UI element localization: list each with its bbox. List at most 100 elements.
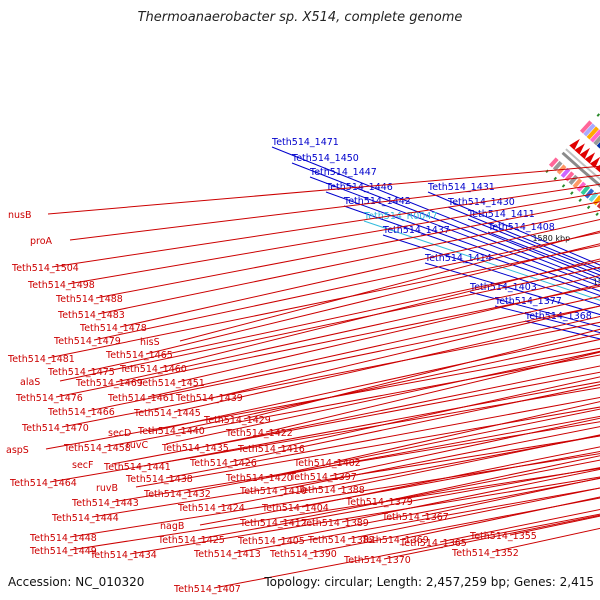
forward-leader-line — [467, 218, 600, 273]
gene-track-outer-segment — [584, 188, 595, 199]
reverse-leader-line — [69, 467, 600, 551]
reverse-gene-label: Teth514_1465 — [105, 350, 173, 361]
reverse-leader-line — [217, 435, 600, 508]
reverse-gene-label: Teth514_1476 — [15, 393, 83, 404]
tick-label: 1580 kbp — [532, 234, 570, 243]
forward-leader-line — [427, 191, 600, 266]
reverse-leader-line — [147, 333, 600, 433]
reverse-leader-line — [229, 384, 600, 463]
reverse-gene-label: Teth514_1382 — [307, 535, 375, 546]
reverse-gene-label: ruvC — [126, 440, 149, 451]
reverse-gene-label: Teth514_1425 — [157, 535, 225, 546]
reverse-leader-line — [103, 354, 600, 448]
gene-arrow — [574, 143, 585, 155]
reverse-leader-line — [197, 467, 600, 540]
reverse-gene-label: Teth514_1407 — [173, 584, 241, 595]
forward-gene-label: Teth514_1450 — [291, 153, 359, 164]
reverse-leader-line — [67, 192, 600, 285]
gene-arrow — [589, 156, 600, 169]
reverse-leader-line — [59, 266, 600, 382]
forward-leader-line — [343, 205, 600, 297]
reverse-leader-line — [145, 243, 600, 355]
reverse-leader-line — [45, 347, 600, 450]
reverse-gene-label: Teth514_1432 — [143, 489, 211, 500]
reverse-leader-line — [233, 487, 600, 554]
reverse-leader-line — [111, 371, 600, 465]
reverse-gene-label: Teth514_1479 — [53, 336, 121, 347]
reverse-leader-line — [69, 453, 600, 538]
reverse-leader-line — [135, 406, 600, 488]
reverse-leader-line — [173, 315, 600, 413]
reverse-gene-label: hisS — [140, 337, 160, 348]
reverse-leader-line — [215, 305, 600, 398]
reverse-leader-line — [61, 321, 600, 428]
reverse-gene-label: Teth514_1475 — [47, 367, 115, 378]
reverse-leader-line — [341, 468, 600, 523]
reverse-leader-line — [177, 283, 600, 383]
reverse-gene-label: Teth514_1367 — [381, 512, 449, 523]
reverse-gene-label: Teth514_1420 — [225, 473, 293, 484]
reverse-leader-line — [199, 450, 600, 526]
reverse-gene-label: Teth514_1449 — [29, 546, 97, 557]
reverse-leader-line — [97, 209, 600, 315]
gene-track-outer-segment — [572, 178, 583, 189]
forward-gene-label: Teth514_1431 — [427, 182, 495, 193]
reverse-gene-label: alaS — [20, 377, 40, 388]
reverse-leader-line — [309, 497, 600, 554]
gene-arrow — [579, 147, 591, 160]
reverse-leader-line — [87, 305, 600, 412]
reverse-leader-line — [301, 446, 600, 508]
reverse-leader-line — [401, 496, 600, 540]
reverse-leader-line — [213, 513, 600, 589]
forward-gene-label: Teth514_1368 — [524, 311, 592, 322]
forward-gene-label: Teth514_1414 — [424, 253, 492, 264]
gene-track-outer-segment — [580, 185, 591, 196]
reverse-gene-label: Teth514_1438 — [125, 474, 193, 485]
reverse-gene-label: Teth514_1504 — [11, 263, 79, 274]
reverse-leader-line — [119, 218, 600, 328]
gene-track-inner-segment — [593, 135, 600, 146]
reverse-gene-label: Teth514_1429 — [203, 415, 271, 426]
reverse-gene-label: Teth514_1405 — [237, 536, 305, 547]
gene-track-outer-segment — [596, 202, 600, 209]
reverse-leader-line — [165, 350, 600, 445]
reverse-gene-label: Teth514_1412 — [239, 518, 307, 529]
reverse-leader-line — [129, 476, 600, 555]
reverse-gene-label: nagB — [160, 521, 184, 532]
reverse-leader-line — [279, 426, 600, 491]
reverse-gene-label: Teth514_1355 — [469, 531, 537, 542]
genome-summary-text: Topology: circular; Length: 2,457,259 bp… — [264, 575, 594, 589]
reverse-leader-line — [165, 396, 600, 479]
forward-leader-line — [325, 191, 600, 292]
reverse-gene-label: Teth514_1498 — [27, 280, 95, 291]
reverse-leader-line — [95, 201, 600, 299]
reverse-gene-label: Teth514_1434 — [89, 550, 157, 561]
reverse-leader-line — [147, 295, 600, 398]
reverse-gene-label: Teth514_1390 — [269, 549, 337, 560]
gene-arrow — [584, 152, 596, 164]
forward-leader-line — [309, 176, 600, 287]
reverse-leader-line — [69, 174, 600, 241]
forward-gene-label: Teth514_1471 — [271, 137, 339, 148]
forward-leader-line — [469, 291, 600, 328]
reverse-gene-label: Teth514_1365 — [399, 538, 467, 549]
reverse-leader-line — [93, 232, 600, 341]
reverse-gene-label: Teth514_1478 — [79, 323, 147, 334]
reverse-leader-line — [439, 508, 600, 543]
reverse-leader-line — [115, 275, 600, 383]
reverse-gene-label: proA — [30, 236, 53, 247]
reverse-leader-line — [265, 351, 600, 433]
reverse-leader-line — [179, 230, 600, 342]
reverse-gene-label: aspS — [6, 445, 29, 456]
gene-arrow — [569, 138, 580, 151]
gene-track-outer-segment — [568, 174, 579, 185]
reverse-gene-label: Teth514_1445 — [133, 408, 201, 419]
reverse-gene-label: Teth514_1413 — [193, 549, 261, 560]
reverse-gene-label: Teth514_1397 — [289, 472, 357, 483]
reverse-leader-line — [91, 435, 600, 518]
gene-track-inner-segment — [583, 123, 596, 137]
reverse-gene-label: Teth514_1483 — [57, 310, 125, 321]
reverse-leader-line — [177, 338, 600, 431]
gene-track-inner-segment — [579, 120, 593, 134]
